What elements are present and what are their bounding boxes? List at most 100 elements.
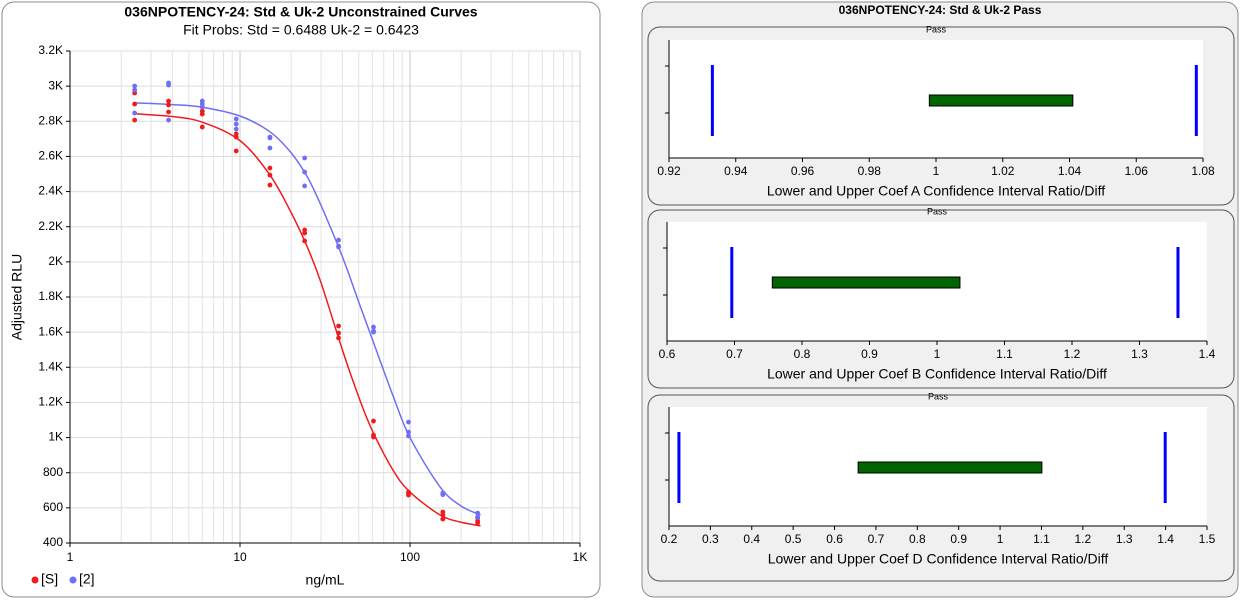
x-axis-title: Lower and Upper Coef B Confidence Interv… [767, 366, 1107, 382]
data-point [233, 148, 239, 154]
data-point [475, 515, 481, 520]
data-point [199, 104, 205, 110]
data-point [132, 117, 138, 123]
x-tick-label: 1.02 [991, 164, 1015, 178]
y-tick-label: 2.4K [38, 184, 63, 198]
data-point [440, 512, 446, 518]
x-tick-label: 1.08 [1191, 164, 1215, 178]
data-point [440, 516, 446, 522]
data-point [302, 169, 308, 175]
data-point [406, 429, 411, 435]
data-point [336, 323, 341, 329]
x-tick-label: 0.6 [826, 532, 843, 546]
y-tick-label: 3.2K [38, 43, 63, 57]
x-tick-label: 0.8 [794, 347, 811, 361]
data-point [371, 434, 376, 440]
x-tick-label: 1.06 [1125, 164, 1149, 178]
y-tick-label: 1.6K [38, 324, 63, 338]
x-tick-label: 0.98 [858, 164, 882, 178]
data-point [371, 324, 376, 330]
x-tick-label: 1 [934, 347, 941, 361]
x-tick-label: 1.1 [1033, 532, 1050, 546]
data-point [336, 244, 341, 250]
x-tick-label: 1 [67, 550, 74, 564]
y-tick-label: 3K [48, 78, 63, 92]
data-point [406, 492, 411, 498]
data-point [302, 238, 308, 244]
x-tick-label: 0.5 [785, 532, 802, 546]
data-point [440, 492, 446, 498]
x-tick-label: 10 [233, 550, 247, 564]
data-point [406, 433, 411, 439]
data-point [233, 116, 239, 122]
x-tick-label: 1K [573, 550, 588, 564]
chart-title: Pass [927, 206, 948, 216]
x-tick-label: 1 [997, 532, 1004, 546]
x-tick-label: 0.6 [659, 347, 676, 361]
data-point [166, 82, 171, 88]
data-point [336, 335, 341, 341]
y-tick-label: 1K [48, 430, 63, 444]
interval-bar [857, 461, 1043, 474]
panel-title: 036NPOTENCY-24: Std & Uk-2 Pass [839, 3, 1042, 17]
y-tick-label: 600 [43, 500, 63, 514]
data-point [199, 124, 205, 130]
x-tick-label: 0.8 [909, 532, 926, 546]
legend-marker [69, 576, 77, 584]
x-tick-label: 1.2 [1064, 347, 1081, 361]
y-axis-title: Adjusted RLU [9, 254, 25, 340]
x-tick-label: 0.9 [861, 347, 878, 361]
y-tick-label: 2.6K [38, 149, 63, 163]
x-tick-label: 0.7 [868, 532, 885, 546]
data-point [132, 87, 138, 93]
chart-title: 036NPOTENCY-24: Std & Uk-2 Unconstrained… [124, 4, 477, 20]
x-axis-title: Lower and Upper Coef D Confidence Interv… [768, 551, 1109, 567]
x-tick-label: 0.3 [702, 532, 719, 546]
y-tick-label: 2.2K [38, 219, 63, 233]
data-point [302, 155, 308, 161]
x-tick-label: 1.3 [1116, 532, 1133, 546]
x-tick-label: 0.7 [726, 347, 743, 361]
y-tick-label: 1.2K [38, 395, 63, 409]
data-point [132, 101, 138, 107]
x-tick-label: 1 [933, 164, 940, 178]
data-point [475, 520, 481, 526]
data-point [267, 182, 273, 188]
chart-title: Pass [926, 24, 947, 34]
chart-subtitle: Fit Probs: Std = 0.6488 Uk-2 = 0.6423 [183, 22, 419, 38]
data-point [371, 418, 376, 424]
data-point [371, 329, 376, 335]
data-point [199, 111, 205, 117]
x-tick-label: 1.4 [1157, 532, 1174, 546]
x-axis-title: Lower and Upper Coef A Confidence Interv… [767, 183, 1105, 199]
interval-bar [928, 94, 1074, 107]
x-tick-label: 0.2 [661, 532, 678, 546]
x-tick-label: 0.9 [950, 532, 967, 546]
x-axis-title: ng/mL [306, 572, 345, 588]
data-point [267, 135, 273, 141]
x-tick-label: 0.96 [791, 164, 815, 178]
data-point [233, 126, 239, 132]
data-point [267, 165, 273, 171]
data-point [267, 145, 273, 151]
x-tick-label: 0.92 [657, 164, 681, 178]
data-point [302, 230, 308, 236]
x-tick-label: 0.4 [743, 532, 760, 546]
interval-bar [771, 276, 961, 289]
data-point [336, 330, 341, 336]
x-tick-label: 1.3 [1131, 347, 1148, 361]
data-point [233, 134, 239, 140]
data-point [166, 98, 171, 104]
legend-label: [2] [79, 571, 95, 587]
chart-title: Pass [928, 391, 949, 401]
legend-marker [31, 576, 39, 584]
y-tick-label: 1.8K [38, 289, 63, 303]
data-point [166, 117, 171, 123]
x-tick-label: 1.1 [996, 347, 1013, 361]
fit-curve [134, 102, 481, 516]
y-tick-label: 400 [43, 535, 63, 549]
x-tick-label: 1.04 [1058, 164, 1082, 178]
x-tick-label: 0.94 [724, 164, 748, 178]
data-point [233, 121, 239, 127]
